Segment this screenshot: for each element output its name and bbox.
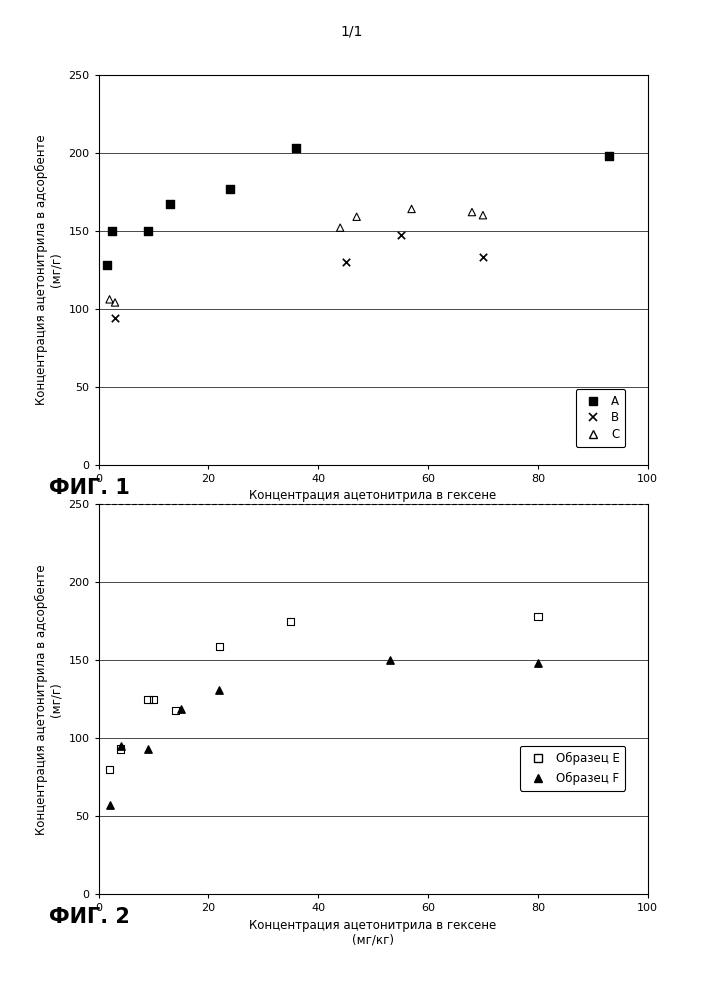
Point	[115, 741, 126, 757]
Point	[477, 207, 489, 223]
Point	[115, 738, 126, 754]
Point	[466, 204, 477, 220]
Point	[214, 638, 225, 654]
Y-axis label: Концентрация ацетонитрила в адсорбенте
(мг/г): Концентрация ацетонитрила в адсорбенте (…	[34, 135, 63, 405]
Point	[477, 250, 489, 266]
Point	[164, 196, 175, 212]
Point	[104, 292, 115, 308]
Point	[532, 655, 543, 671]
Point	[603, 148, 615, 164]
Point	[532, 608, 543, 624]
Point	[340, 254, 351, 270]
Point	[285, 613, 296, 629]
X-axis label: Концентрация ацетонитрила в гексене
(мг/кг): Концентрация ацетонитрила в гексене (мг/…	[249, 919, 497, 947]
Point	[406, 201, 417, 217]
Point	[225, 181, 236, 197]
Point	[334, 220, 346, 236]
Point	[142, 223, 153, 239]
Point	[384, 652, 395, 668]
Legend: A, B, C: A, B, C	[576, 389, 625, 447]
Point	[142, 691, 153, 707]
Point	[109, 310, 120, 326]
X-axis label: Концентрация ацетонитрила в гексене
(мг/кг): Концентрация ацетонитрила в гексене (мг/…	[249, 490, 497, 517]
Point	[214, 682, 225, 698]
Point	[109, 295, 120, 311]
Point	[170, 702, 181, 718]
Point	[175, 700, 187, 716]
Y-axis label: Концентрация ацетонитрила в адсорбенте
(мг/г): Концентрация ацетонитрила в адсорбенте (…	[34, 564, 63, 834]
Text: ФИГ. 1: ФИГ. 1	[49, 478, 130, 498]
Point	[148, 691, 159, 707]
Point	[104, 761, 115, 777]
Point	[351, 209, 363, 225]
Point	[395, 228, 406, 244]
Legend: Образец E, Образец F: Образец E, Образец F	[520, 745, 625, 791]
Point	[291, 140, 302, 156]
Point	[101, 257, 113, 273]
Text: ФИГ. 2: ФИГ. 2	[49, 907, 130, 927]
Point	[107, 223, 118, 239]
Point	[142, 741, 153, 757]
Point	[104, 797, 115, 813]
Text: 1/1: 1/1	[341, 25, 363, 39]
